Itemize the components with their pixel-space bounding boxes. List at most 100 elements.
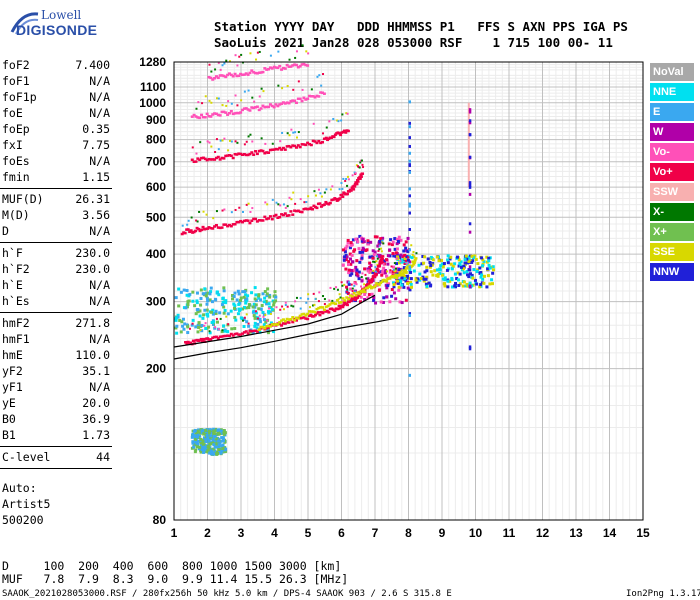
echo-point [396,237,400,241]
echo-point [442,262,446,266]
echo-point [216,451,220,455]
trace-point [213,112,217,115]
trace-point [376,268,380,272]
trace-point [283,148,287,151]
echo-point [201,439,205,443]
echo-point [219,439,223,443]
echo-point [232,295,236,299]
echo-point [450,278,454,282]
trace-point [393,275,397,278]
param-row-fmin: fmin 1.15 [2,170,110,186]
trace-scatter-point [340,119,343,122]
trace-point [239,152,243,156]
trace-point [207,338,211,341]
trace-point [362,288,366,291]
legend-item-nnw: NNW [650,263,694,281]
trace-point [241,332,244,335]
echo-point [423,270,427,274]
trace-point [231,156,235,160]
echo-point [470,254,474,258]
trace-point [319,141,323,145]
echo-point [176,313,180,317]
echo-point [252,302,256,306]
trace-point [241,220,244,224]
echo-point [405,256,409,260]
legend-item-w: W [650,123,694,141]
trace-point [281,66,285,70]
trace-point [317,139,321,143]
echo-point [220,449,224,453]
trace-point [336,307,340,311]
trace-scatter-point [393,262,396,265]
trace-point [315,206,319,210]
trace-scatter-point [361,272,364,275]
echo-point [230,294,234,298]
trace-scatter-point [294,300,297,303]
trace-point [300,313,304,316]
trace-scatter-point [347,281,350,284]
echo-point [196,323,200,327]
trace-point [298,145,302,149]
echo-point [380,273,384,277]
param-value: N/A [89,106,110,120]
echo-point [200,323,204,327]
trace-point [287,318,291,321]
trace-scatter-point [240,99,243,102]
profile-curve [173,317,399,360]
echo-point [196,433,200,437]
echo-point [202,432,206,436]
echo-point [357,270,361,274]
param-row-fof2: foF2 7.400 [2,58,110,74]
legend-item-sse: SSE [650,243,694,261]
trace-point [291,320,295,324]
echo-point [206,447,210,451]
echo-point [430,263,434,267]
echo-point [425,269,429,273]
trace-scatter-point [256,51,259,54]
trace-point [338,197,342,200]
trace-point [306,64,310,67]
vertical-echo-point [408,121,411,125]
trace-point [345,296,349,299]
trace-point [321,311,325,315]
trace-point [192,113,196,117]
vertical-echo-point [408,144,411,148]
trace-scatter-point [238,206,241,209]
y-tick-label: 800 [146,133,166,147]
trace-scatter-point [353,171,356,174]
trace-point [304,317,308,320]
trace-scatter-point [368,265,371,268]
trace-point [335,299,339,302]
echo-point [262,300,266,304]
trace-point [242,219,246,223]
echo-point [212,440,216,444]
trace-point [241,73,244,77]
param-row-yf2: yF2 35.1 [2,364,110,380]
echo-point [263,296,267,300]
echo-point [429,263,433,267]
trace-point [340,193,344,197]
echo-point [212,429,216,433]
trace-point [363,290,367,294]
echo-point [185,289,189,293]
trace-point [218,335,222,338]
trace-point [242,107,246,110]
trace-scatter-point [286,132,289,135]
echo-point [199,303,203,307]
trace-point [329,136,333,140]
echo-point [250,291,254,295]
echo-point [366,296,370,300]
echo-point [382,266,386,270]
trace-point [270,104,274,108]
trace-point [412,263,416,266]
trace-point [278,103,282,106]
trace-scatter-point [329,188,332,191]
trace-scatter-point [325,188,328,191]
echo-point [346,263,350,267]
trace-scatter-point [415,252,418,255]
trace-point [270,217,274,221]
trace-point [319,306,323,309]
echo-point [233,304,237,308]
trace-point [289,100,293,103]
echo-point [208,331,212,335]
